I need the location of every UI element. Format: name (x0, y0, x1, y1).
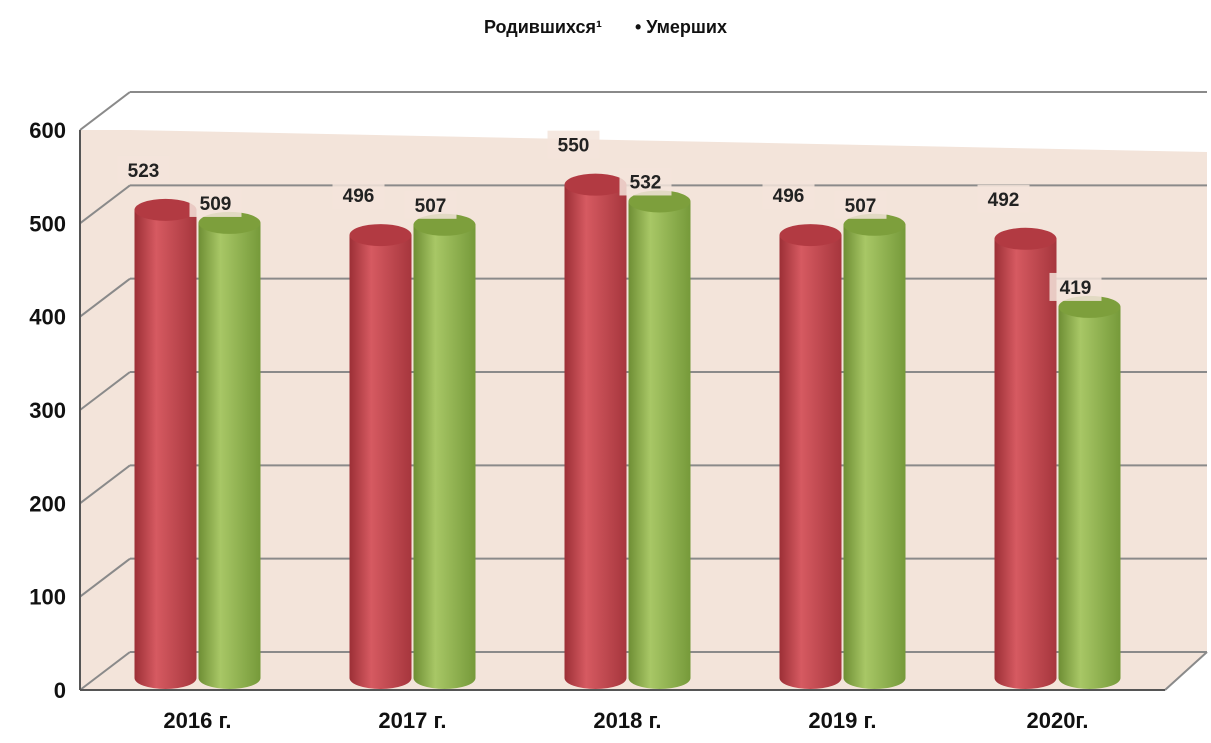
bar (564, 184, 627, 678)
data-label: 507 (415, 196, 447, 217)
bar-base (779, 667, 842, 689)
bar-top (843, 213, 906, 236)
bar-base (413, 667, 476, 689)
data-label: 523 (128, 161, 160, 182)
gridline-side (79, 277, 131, 318)
gridline-side (79, 91, 131, 131)
gridline-side (79, 464, 131, 505)
data-label-bg (977, 184, 1030, 213)
data-label: 509 (200, 194, 232, 215)
y-tick-label: 100 (29, 585, 66, 610)
data-label-bg (117, 155, 170, 184)
bar-top (779, 224, 842, 247)
bar-base (628, 667, 691, 689)
x-tick-label: 2018 г. (593, 708, 661, 733)
gridline-side (79, 557, 131, 598)
data-label-bg (762, 181, 815, 210)
data-label-bg (189, 188, 242, 217)
floor-right (1164, 651, 1208, 691)
x-tick-label: 2019 г. (808, 708, 876, 733)
bar-top (198, 211, 261, 234)
bar-base (349, 667, 412, 689)
data-label: 492 (988, 190, 1020, 211)
bar (349, 235, 412, 679)
y-tick-label: 600 (29, 118, 66, 143)
x-tick-label: 2020г. (1026, 708, 1088, 733)
data-label: 496 (343, 186, 375, 207)
data-label-bg (1049, 272, 1102, 301)
x-tick-label: 2017 г. (378, 708, 446, 733)
data-label-bg (404, 190, 457, 219)
bar-base (564, 667, 627, 689)
bar (198, 222, 261, 678)
gridline-side (79, 371, 131, 411)
bar (779, 235, 842, 679)
data-label-bg (547, 130, 600, 159)
bar-base (994, 667, 1057, 689)
data-label-bg (619, 167, 672, 196)
floor-side (79, 651, 131, 691)
bar (994, 238, 1057, 679)
legend-births: Родившихся¹ (483, 17, 602, 37)
data-label-bg (332, 181, 385, 210)
data-label: 419 (1060, 278, 1092, 299)
bar-top (413, 213, 476, 236)
bar (1058, 306, 1121, 678)
bar (628, 201, 691, 678)
bar-top (628, 190, 691, 213)
legend-deaths: • Умерших (635, 17, 728, 37)
data-label: 496 (773, 186, 805, 207)
x-tick-label: 2016 г. (163, 708, 231, 733)
bar-top (134, 198, 197, 221)
y-tick-label: 500 (29, 211, 66, 236)
bar-base (198, 667, 261, 689)
bar-base (1058, 667, 1121, 689)
bar-top (349, 224, 412, 247)
bar-top (994, 227, 1057, 250)
bar (413, 224, 476, 679)
y-tick-label: 0 (54, 678, 66, 703)
bar (843, 224, 906, 679)
bar (134, 209, 197, 678)
data-label-bg (834, 190, 887, 219)
data-label: 507 (845, 196, 877, 217)
y-tick-label: 400 (29, 305, 66, 330)
data-label: 532 (630, 172, 662, 193)
bar-base (843, 667, 906, 689)
gridline-side (79, 184, 131, 225)
legend: Родившихся¹ • Умерших (0, 17, 1211, 38)
y-tick-label: 300 (29, 398, 66, 423)
y-tick-label: 200 (29, 491, 66, 516)
bar-top (564, 173, 627, 196)
bar-base (134, 667, 197, 689)
data-label: 550 (558, 136, 590, 157)
bar-top (1058, 295, 1121, 318)
